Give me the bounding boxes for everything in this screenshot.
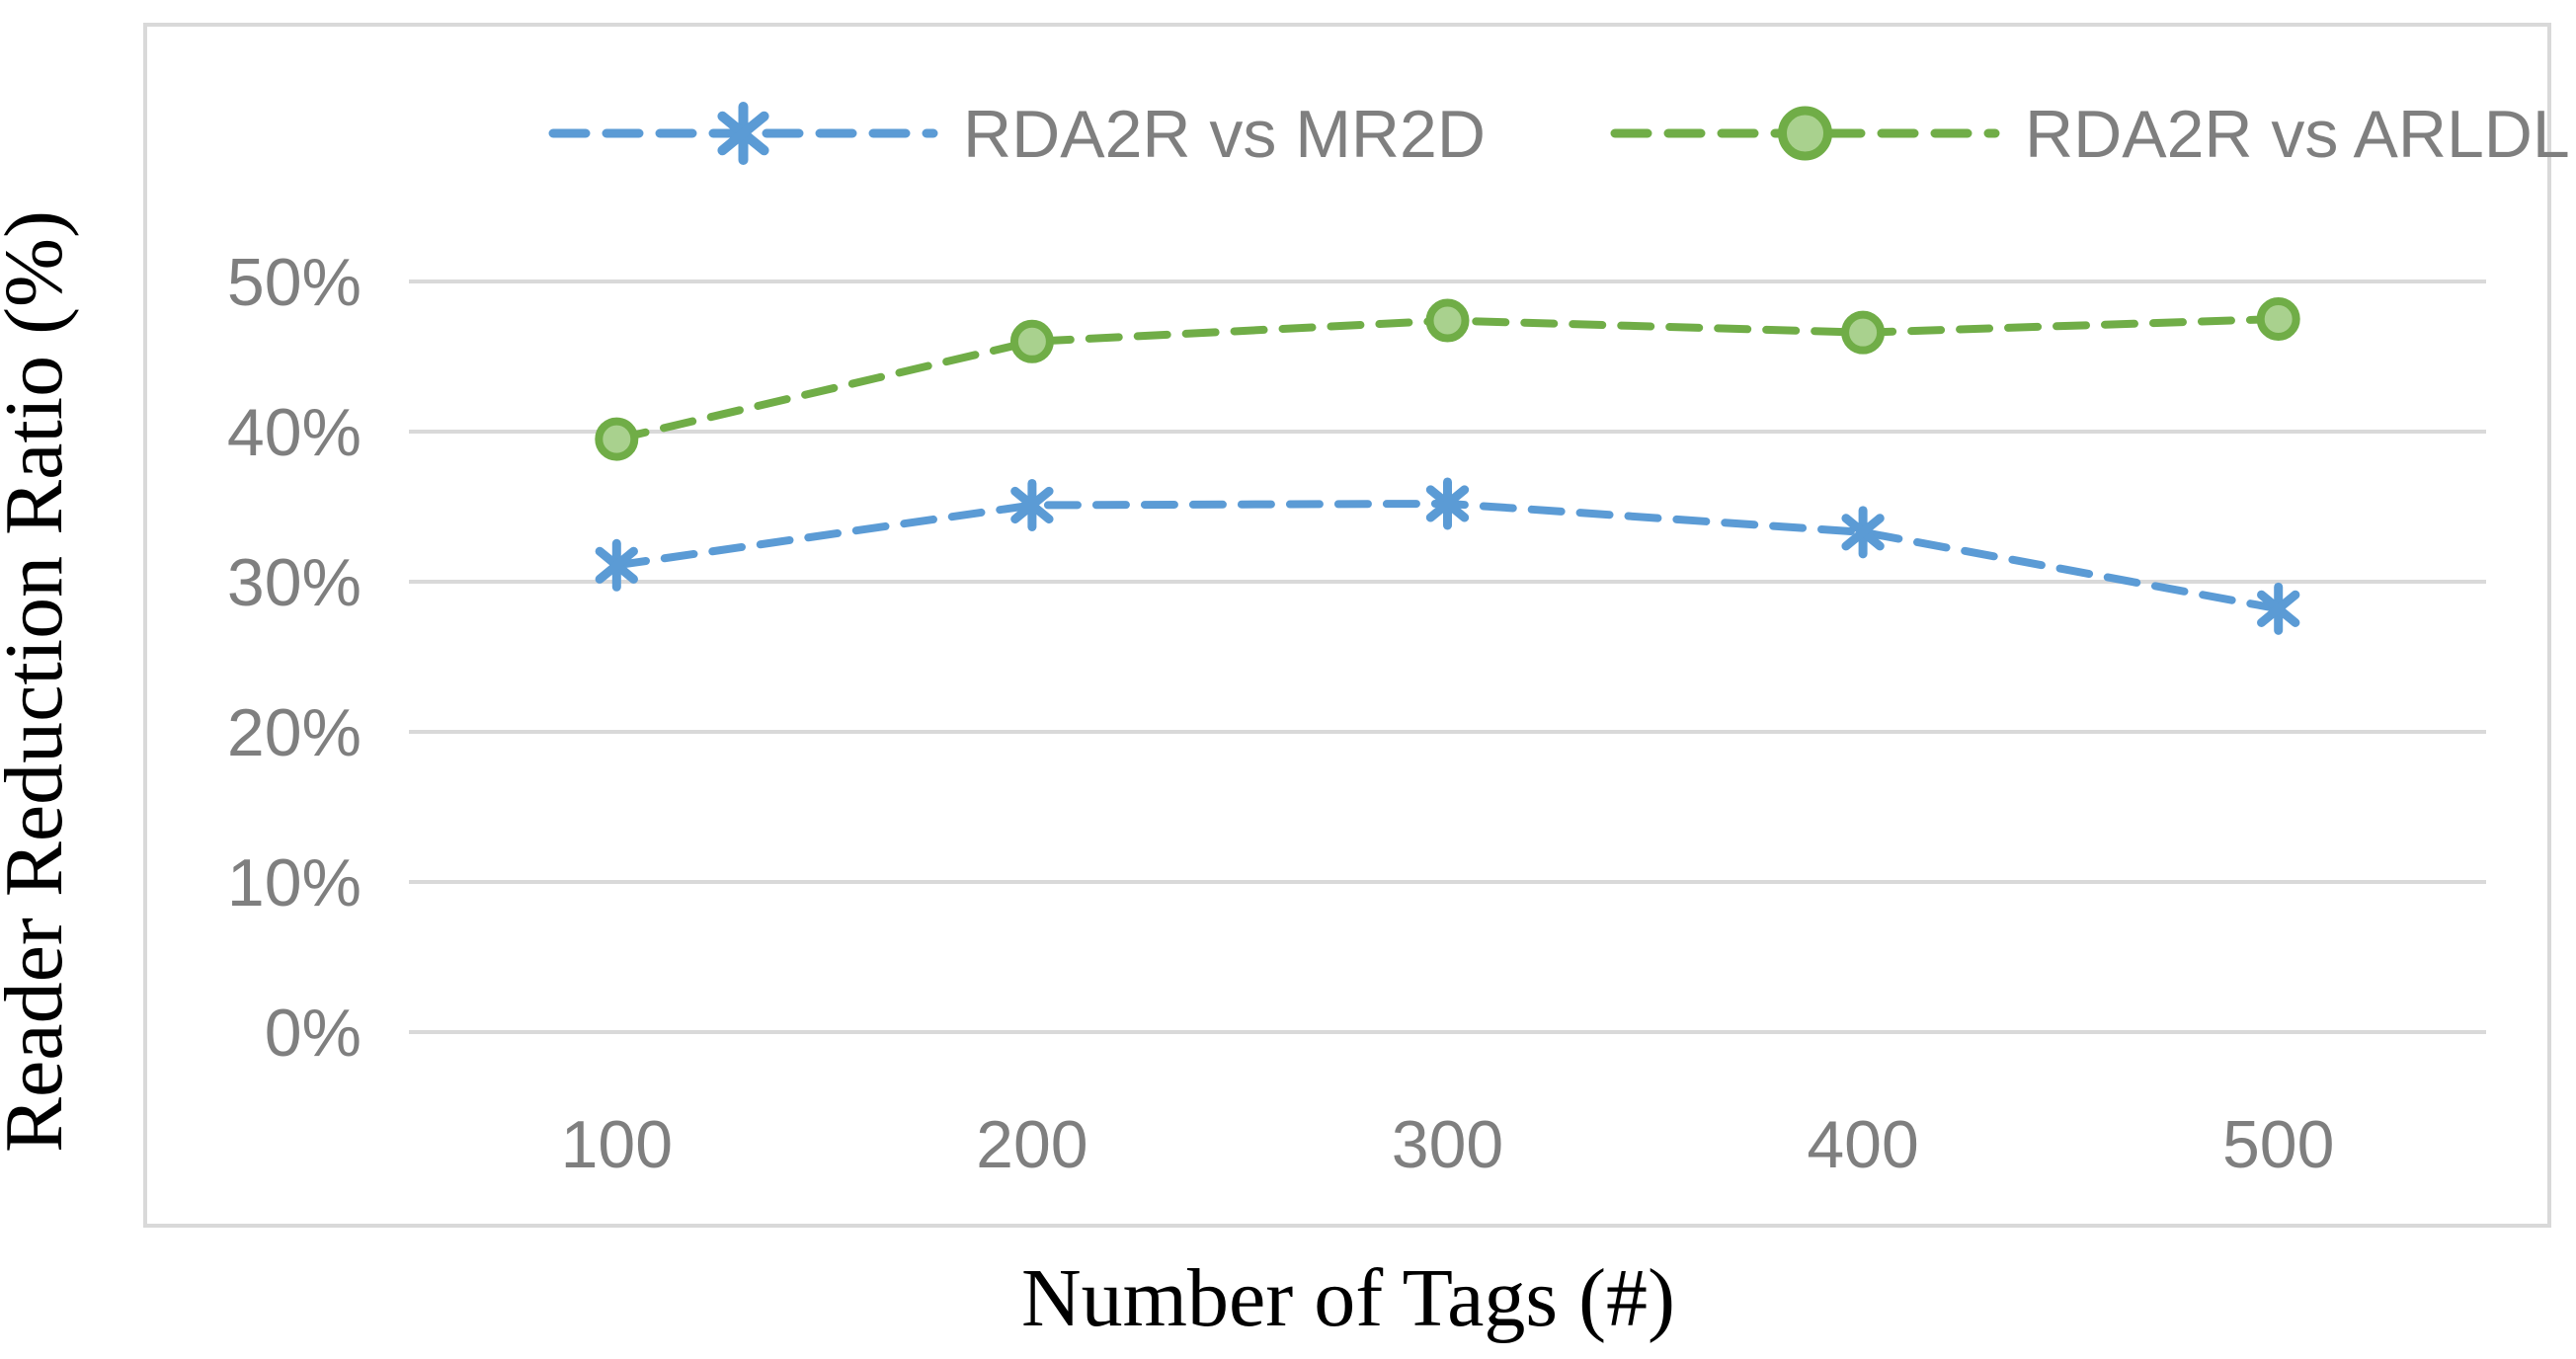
legend-label: RDA2R vs MR2D <box>963 97 1486 172</box>
asterisk-marker <box>1425 477 1470 530</box>
asterisk-stroke <box>1425 485 1470 522</box>
asterisk-stroke <box>2257 590 2300 627</box>
gridlines-group <box>409 280 2486 1034</box>
asterisk-marker <box>1841 506 1885 559</box>
circle-marker <box>1778 106 1832 161</box>
asterisk-stroke <box>1841 514 1885 551</box>
asterisk-marker <box>2257 582 2300 635</box>
y-tick-labels-group: 0% 10% 20% 30% 40% 50% <box>227 245 362 1071</box>
circle-marker <box>2256 297 2300 341</box>
series-rda2r-vs-arldl <box>595 297 2300 461</box>
asterisk-marker <box>1010 478 1054 531</box>
legend-label: RDA2R vs ARLDL <box>2025 97 2570 172</box>
series-group <box>595 297 2300 635</box>
circle-marker <box>1009 319 1054 363</box>
y-tick-label: 40% <box>227 395 362 470</box>
legend: RDA2R vs MR2D RDA2R vs ARLDL <box>548 97 2570 172</box>
circle-marker <box>1841 310 1886 355</box>
asterisk-marker <box>717 102 769 165</box>
circle-marker <box>595 417 639 461</box>
y-tick-label: 10% <box>227 845 362 920</box>
asterisk-stroke <box>717 111 769 156</box>
legend-item: RDA2R vs ARLDL <box>1610 97 2570 172</box>
x-axis-title: Number of Tags (#) <box>1021 1252 1675 1344</box>
asterisk-marker <box>595 538 638 592</box>
asterisk-stroke <box>1010 486 1054 524</box>
x-tick-label: 400 <box>1807 1107 1918 1182</box>
y-tick-label: 20% <box>227 695 362 770</box>
x-tick-label: 200 <box>976 1107 1087 1182</box>
x-tick-label: 100 <box>561 1107 673 1182</box>
y-tick-label: 0% <box>265 996 362 1071</box>
circle-marker <box>1425 298 1470 343</box>
legend-item: RDA2R vs MR2D <box>548 97 1486 172</box>
y-tick-label: 50% <box>227 245 362 320</box>
asterisk-stroke <box>595 546 638 584</box>
x-tick-labels-group: 100 200 300 400 500 <box>561 1107 2335 1182</box>
y-axis-title: Reader Reduction Ratio (%) <box>0 210 80 1153</box>
series-rda2r-vs-mr2d <box>595 477 2300 635</box>
x-tick-label: 300 <box>1392 1107 1503 1182</box>
x-tick-label: 500 <box>2222 1107 2334 1182</box>
chart-border <box>143 23 2551 1228</box>
y-tick-label: 30% <box>227 545 362 620</box>
